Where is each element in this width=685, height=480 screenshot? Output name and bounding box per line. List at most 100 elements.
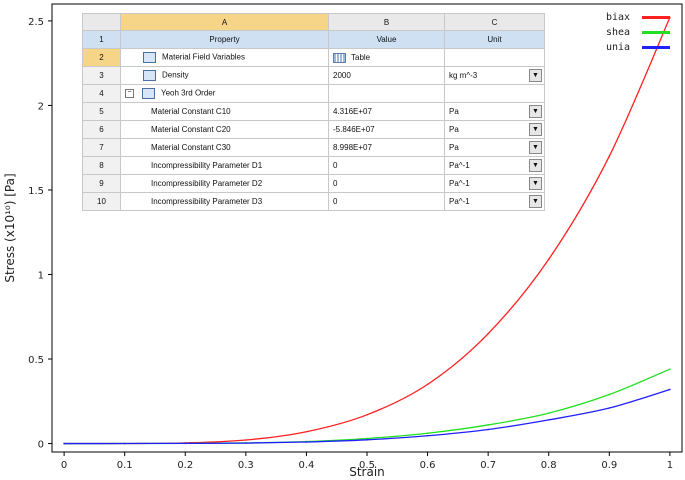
x-tick-label: 0.5: [359, 460, 375, 471]
table-row[interactable]: 4 − Yeoh 3rd Order: [82, 84, 545, 103]
dropdown-arrow-icon[interactable]: ▼: [529, 177, 542, 190]
table-row[interactable]: 6 Material Constant C20 -5.846E+07 Pa ▼: [82, 120, 545, 139]
data-point-biax: [245, 439, 247, 441]
x-tick-label: 0.3: [238, 460, 254, 471]
value-cell[interactable]: 0: [328, 156, 445, 175]
unit-text: Pa^-1: [449, 197, 470, 206]
unit-cell[interactable]: Pa ▼: [444, 138, 545, 157]
column-header-a[interactable]: A: [120, 13, 329, 31]
column-header-c[interactable]: C: [444, 13, 545, 31]
property-icon: [143, 52, 156, 63]
value-cell[interactable]: 0: [328, 192, 445, 211]
table-row[interactable]: 9 Incompressibility Parameter D2 0 Pa^-1…: [82, 174, 545, 193]
data-point-unia: [245, 442, 247, 444]
property-cell[interactable]: Incompressibility Parameter D3: [120, 192, 329, 211]
column-letter-row: A B C: [82, 13, 545, 31]
property-cell[interactable]: Density: [120, 66, 329, 85]
row-number: 9: [82, 174, 121, 193]
table-row[interactable]: 7 Material Constant C30 8.998E+07 Pa ▼: [82, 138, 545, 157]
y-tick-label: 0: [38, 440, 44, 451]
value-cell[interactable]: 4.316E+07: [328, 102, 445, 121]
property-cell[interactable]: Material Field Variables: [120, 48, 329, 67]
x-tick-label: 0.8: [541, 460, 557, 471]
property-cell[interactable]: Material Constant C30: [120, 138, 329, 157]
x-tick-label: 0.4: [298, 460, 314, 471]
x-tick-label: 0.7: [480, 460, 496, 471]
table-row[interactable]: 8 Incompressibility Parameter D1 0 Pa^-1…: [82, 156, 545, 175]
row-number: 3: [82, 66, 121, 85]
legend-item-shea: shea: [606, 25, 678, 40]
legend-label: biax: [606, 12, 631, 23]
y-tick-label: 1: [38, 270, 44, 281]
y-tick-label: 2.5: [28, 17, 44, 28]
column-header-b[interactable]: B: [328, 13, 445, 31]
unit-cell[interactable]: Pa ▼: [444, 102, 545, 121]
value-cell[interactable]: 8.998E+07: [328, 138, 445, 157]
property-cell[interactable]: Incompressibility Parameter D1: [120, 156, 329, 175]
data-point-shea: [487, 424, 489, 426]
unit-text: Pa: [449, 107, 459, 116]
data-point-unia: [669, 388, 671, 391]
unit-cell: [444, 84, 545, 103]
y-tick-label: 1.5: [28, 186, 44, 197]
data-point-unia: [123, 442, 126, 445]
column-title-property: Property: [120, 30, 329, 49]
legend-item-unia: unia: [606, 40, 678, 55]
unit-cell[interactable]: Pa^-1 ▼: [444, 156, 545, 175]
table-row[interactable]: 5 Material Constant C10 4.316E+07 Pa ▼: [82, 102, 545, 121]
dropdown-arrow-icon[interactable]: ▼: [529, 195, 542, 208]
legend-item-biax: biax: [606, 10, 678, 25]
dropdown-arrow-icon[interactable]: ▼: [529, 69, 542, 82]
property-label: Density: [162, 70, 189, 80]
legend-swatch: [642, 31, 670, 34]
property-icon: [143, 70, 156, 81]
table-row[interactable]: 10 Incompressibility Parameter D3 0 Pa^-…: [82, 192, 545, 211]
y-tick-label: 0.5: [28, 355, 44, 366]
unit-cell[interactable]: Pa^-1 ▼: [444, 192, 545, 211]
data-point-biax: [608, 155, 611, 157]
data-point-biax: [305, 430, 308, 433]
property-cell[interactable]: Material Constant C20: [120, 120, 329, 139]
column-title-unit: Unit: [444, 30, 545, 49]
dropdown-arrow-icon[interactable]: ▼: [529, 105, 542, 118]
unit-cell[interactable]: Pa^-1 ▼: [444, 174, 545, 193]
row-number: 6: [82, 120, 121, 139]
row-number: 2: [82, 48, 121, 67]
table-row[interactable]: 3 Density 2000 kg m^-3 ▼: [82, 66, 545, 85]
x-tick-label: 0.2: [177, 460, 193, 471]
table-row[interactable]: 2 Material Field Variables Table: [82, 48, 545, 67]
data-point-shea: [547, 412, 550, 414]
value-cell[interactable]: Table: [328, 48, 445, 67]
legend: biax shea unia: [606, 10, 678, 55]
dropdown-arrow-icon[interactable]: ▼: [529, 123, 542, 136]
collapse-icon[interactable]: −: [125, 89, 134, 98]
data-point-unia: [547, 419, 550, 421]
property-cell[interactable]: Material Constant C10: [120, 102, 329, 121]
data-point-biax: [487, 332, 489, 335]
unit-text: Pa: [449, 125, 459, 134]
dropdown-arrow-icon[interactable]: ▼: [529, 141, 542, 154]
value-cell[interactable]: -5.846E+07: [328, 120, 445, 139]
property-label: Material Field Variables: [162, 52, 245, 62]
x-tick-label: 1: [667, 460, 673, 471]
property-cell[interactable]: − Yeoh 3rd Order: [120, 84, 329, 103]
data-point-unia: [305, 441, 308, 443]
value-text: Table: [351, 52, 371, 62]
row-number: 7: [82, 138, 121, 157]
unit-cell[interactable]: kg m^-3 ▼: [444, 66, 545, 85]
data-point-shea: [366, 437, 368, 440]
unit-text: Pa^-1: [449, 161, 470, 170]
unit-cell[interactable]: Pa ▼: [444, 120, 545, 139]
value-cell[interactable]: 2000: [328, 66, 445, 85]
dropdown-arrow-icon[interactable]: ▼: [529, 159, 542, 172]
data-point-shea: [608, 393, 611, 396]
unit-cell: [444, 48, 545, 67]
row-number: 5: [82, 102, 121, 121]
data-point-biax: [426, 383, 429, 386]
properties-table: A B C 1 Property Value Unit 2 Material F…: [82, 13, 545, 211]
property-cell[interactable]: Incompressibility Parameter D2: [120, 174, 329, 193]
value-cell[interactable]: 0: [328, 174, 445, 193]
data-point-biax: [366, 414, 368, 416]
series-line-shea: [64, 368, 671, 445]
